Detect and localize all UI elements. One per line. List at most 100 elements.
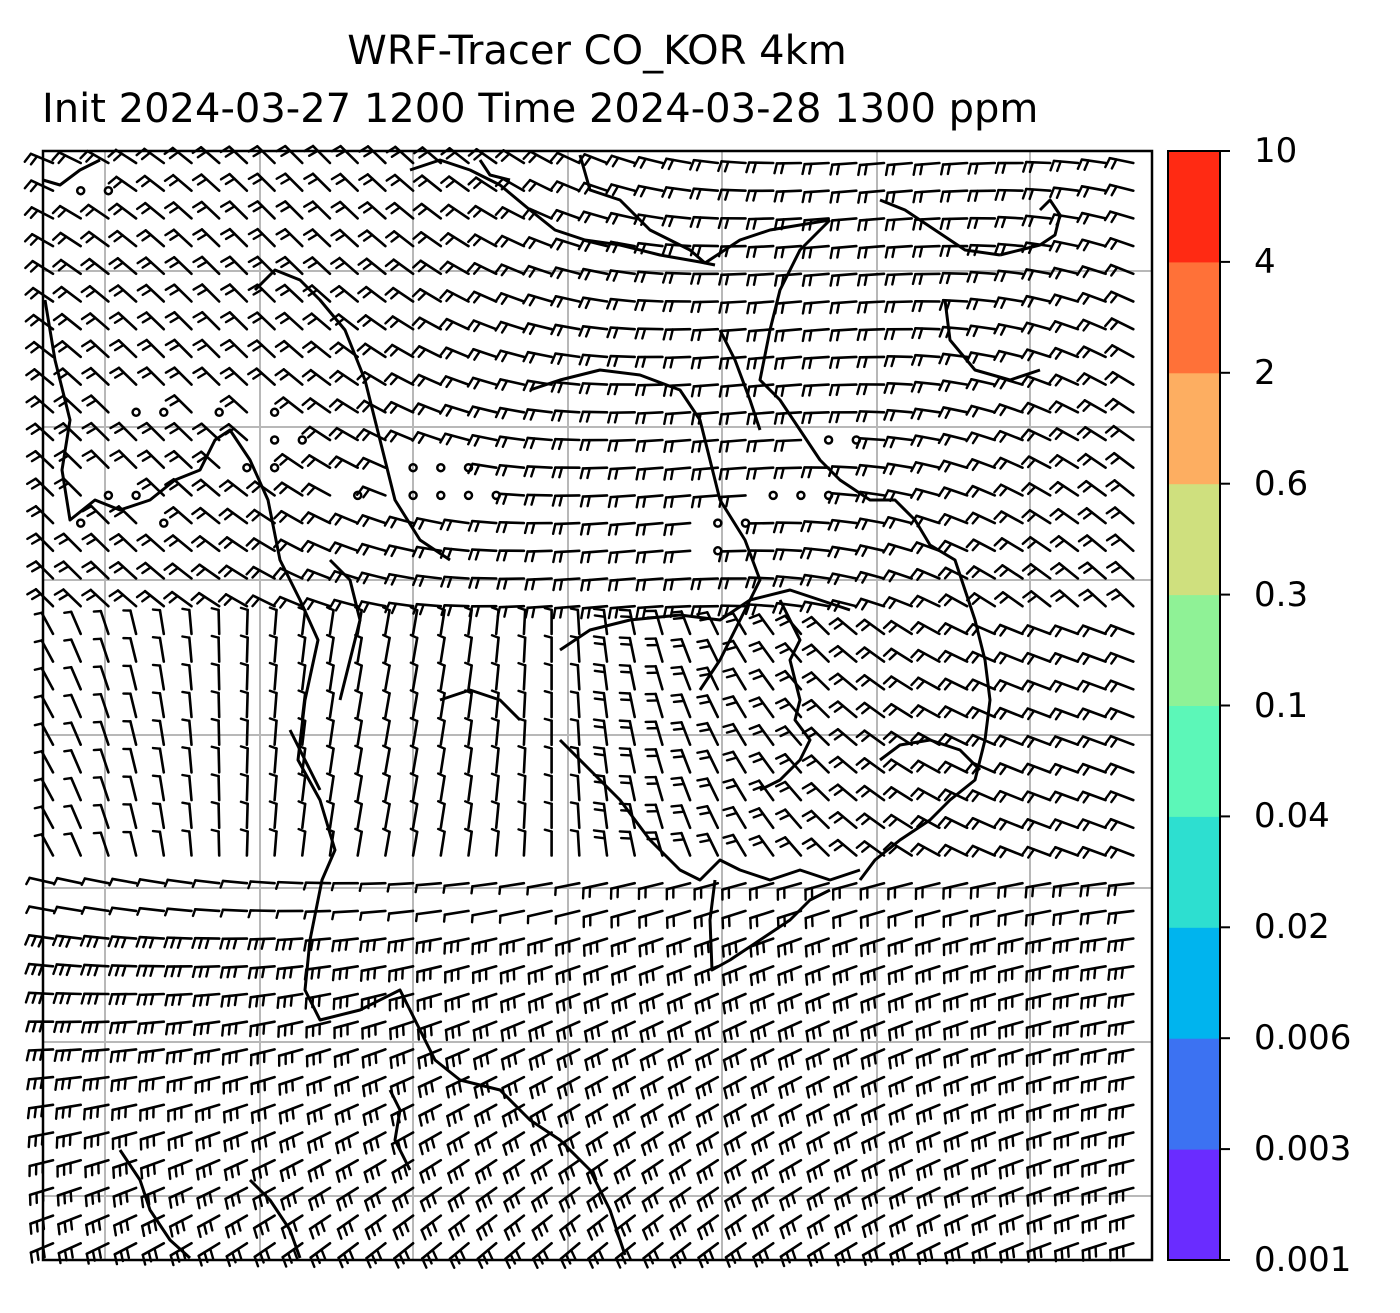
wind-barb <box>355 456 387 470</box>
wind-barb <box>910 648 941 663</box>
wind-barb <box>527 937 553 957</box>
wind-barb <box>997 909 1024 928</box>
wind-barb <box>522 293 553 307</box>
wind-barb <box>998 1075 1024 1096</box>
wind-barb <box>382 633 391 663</box>
wind-barb <box>772 601 803 615</box>
wind-barb <box>464 800 473 830</box>
wind-barb <box>1104 344 1135 359</box>
wind-barb <box>164 283 193 303</box>
wind-barb <box>151 746 166 774</box>
wind-barb <box>829 272 858 287</box>
wind-barb <box>501 1103 526 1128</box>
wind-barb <box>639 1020 664 1043</box>
wind-barb <box>828 617 858 636</box>
wind-barb <box>915 1020 941 1041</box>
wind-barb <box>774 752 803 774</box>
wind-barb <box>531 1242 553 1270</box>
wind-barb <box>1020 734 1052 748</box>
wind-barb <box>220 255 249 276</box>
wind-barb <box>778 1158 803 1184</box>
wind-barb <box>634 355 664 368</box>
wind-barb <box>860 964 886 986</box>
wind-barb <box>609 881 637 900</box>
wind-barb <box>103 490 114 501</box>
wind-barb <box>168 1186 193 1209</box>
wind-barb <box>1024 937 1052 955</box>
wind-barb <box>828 811 858 830</box>
wind-barb <box>191 145 221 165</box>
wind-barb <box>748 834 775 857</box>
wind-barb <box>911 326 941 340</box>
wind-barb <box>577 181 609 195</box>
wind-barb <box>697 1242 720 1269</box>
wind-barb <box>882 647 914 663</box>
wind-barb <box>268 606 278 636</box>
wind-barb <box>210 773 221 802</box>
wind-barb <box>192 310 221 331</box>
wind-barb <box>938 298 969 312</box>
wind-barb <box>586 1186 609 1213</box>
wind-barb <box>592 801 609 830</box>
wind-barb <box>245 594 276 608</box>
wind-barb <box>937 593 969 608</box>
wind-barb <box>247 200 276 220</box>
wind-barb <box>751 1131 775 1156</box>
wind-barb <box>718 438 747 454</box>
wind-barb <box>1020 428 1052 442</box>
wind-barb <box>305 1048 332 1068</box>
wind-barb <box>163 936 193 949</box>
wind-barb <box>746 383 775 398</box>
wind-barb <box>856 327 886 342</box>
wind-barb <box>799 600 830 614</box>
wind-barb <box>51 204 82 220</box>
wind-barb <box>247 367 276 386</box>
wind-barb <box>330 172 360 192</box>
wind-barb <box>779 1214 803 1240</box>
wind-barb <box>517 828 527 857</box>
wind-barb <box>63 638 82 663</box>
wind-barb <box>522 207 553 221</box>
wind-barb <box>166 1075 193 1094</box>
wind-barb <box>774 669 803 691</box>
wind-barb <box>550 380 581 394</box>
wind-barb <box>27 1131 55 1149</box>
wind-barb <box>855 757 886 774</box>
wind-barb <box>63 832 82 857</box>
wind-barb <box>53 1020 82 1034</box>
wind-barb <box>522 350 553 364</box>
wind-barb <box>860 992 886 1014</box>
wind-barb <box>57 1214 82 1236</box>
wind-barb <box>773 466 803 480</box>
wind-barb <box>1026 1186 1052 1207</box>
wind-barb <box>63 776 82 802</box>
wind-barb <box>239 717 249 747</box>
wind-barb <box>52 258 82 276</box>
wind-barb <box>138 1075 166 1093</box>
wind-barb <box>640 1103 664 1128</box>
wind-barb <box>1026 1131 1052 1151</box>
wind-barb <box>444 992 470 1013</box>
wind-barb <box>911 299 941 313</box>
wind-barb <box>607 577 637 592</box>
wind-barb <box>219 338 249 359</box>
wind-barb <box>191 173 221 192</box>
wind-barb <box>439 232 470 248</box>
wind-barb <box>51 231 82 248</box>
wind-barb <box>439 403 470 417</box>
wind-barb <box>190 591 221 608</box>
wind-barb <box>251 1131 276 1153</box>
wind-barb <box>328 598 360 612</box>
wind-barb <box>490 661 500 691</box>
wind-barb <box>579 521 609 536</box>
colorbar-segment <box>1168 1038 1220 1150</box>
wind-barb <box>887 881 914 901</box>
wind-barb <box>644 775 664 802</box>
wind-barb <box>523 493 553 506</box>
wind-barb <box>331 937 360 953</box>
wind-barb <box>53 449 82 470</box>
wind-barb <box>476 1242 498 1269</box>
wind-barb <box>551 494 581 507</box>
wind-barb <box>164 255 193 276</box>
wind-barb <box>140 1186 166 1209</box>
